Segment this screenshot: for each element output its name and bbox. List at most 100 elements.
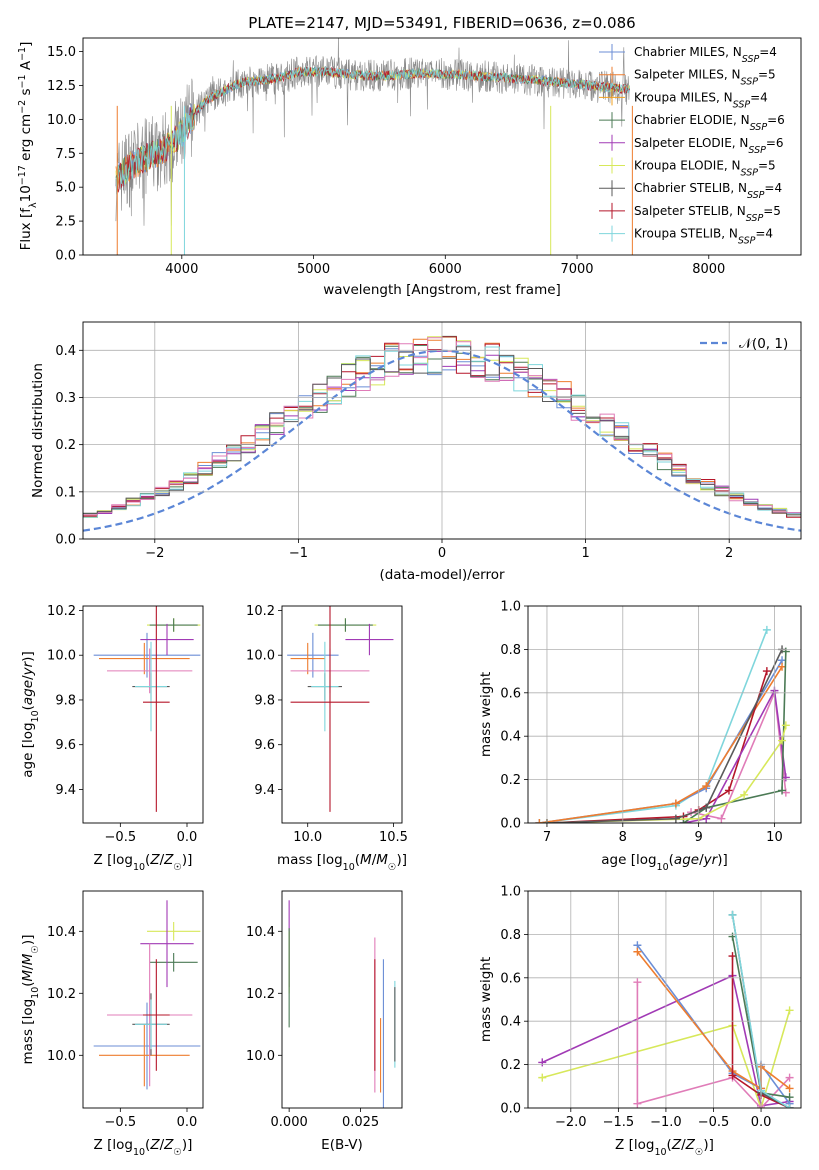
weight_vs_age-marker-7-3 bbox=[778, 736, 787, 745]
age_vs_Z-xlabel: Z [log10(Z/Z☉)] bbox=[94, 852, 193, 873]
weight_vs_age-series-chabrier-elodie bbox=[683, 651, 787, 823]
spectrum-xlabel: wavelength [Angstrom, rest frame] bbox=[323, 282, 561, 298]
mass_vs_ebv-ytick-label-0: 10.0 bbox=[246, 1049, 275, 1064]
legend-label-kroupa-elodie: Kroupa ELODIE, NSSP=5 bbox=[634, 159, 776, 179]
spectrum-xtick-label-0: 4000 bbox=[165, 262, 198, 277]
weight_vs_Z-marker-2-0 bbox=[633, 978, 642, 987]
spectrum-ytick-label-0: 0.0 bbox=[55, 249, 76, 264]
model-spectrum-kroupa-stelib bbox=[115, 66, 631, 195]
weight_vs_Z-marker-4-0 bbox=[633, 947, 642, 956]
age_vs_mass-ytick-label-2: 9.8 bbox=[254, 693, 275, 708]
mass_vs_ebv-xtick-label-0: 0.000 bbox=[271, 1115, 308, 1130]
age_vs_Z-axes: −0.5 0.0 9.4 9.6 9.8 10.0 10.2 Z [log10(Z/Z☉)] a… bbox=[20, 604, 204, 873]
age_vs_mass-xlabel: mass [log10(M/M☉)] bbox=[277, 852, 407, 873]
weight_vs_Z-marker-8-0 bbox=[728, 910, 737, 919]
weight_vs_age-ytick-label-2: 0.4 bbox=[500, 730, 521, 745]
weight_vs_age-marker-6-2 bbox=[778, 786, 787, 795]
weight_vs_age-ytick-label-0: 0.0 bbox=[500, 817, 521, 832]
weight_vs_Z-axes: −2.0 −1.5 −1.0 −0.5 0.0 0.0 0.2 0.4 0.6 0.8 1.0 Z [… bbox=[478, 885, 802, 1158]
weight_vs_Z-marker-1-0 bbox=[538, 1073, 547, 1082]
weight_vs_age-marker-3-4 bbox=[762, 667, 771, 676]
weight_vs_age-ytick-label-1: 0.2 bbox=[500, 773, 521, 788]
weight_vs_age-xtick-label-2: 9 bbox=[694, 830, 702, 845]
spectrum-plot-area bbox=[115, 38, 633, 255]
weight_vs_age-series-chabrier-stelib bbox=[546, 649, 783, 823]
age_vs_Z-xtick-label-1: 0.0 bbox=[177, 830, 198, 845]
mass_vs_Z-ylabel: mass [log10(M/M☉)] bbox=[20, 935, 41, 1065]
weight_vs_age-marker-0-3 bbox=[762, 625, 771, 634]
weight_vs_Z-series-salpeter-stelib bbox=[731, 956, 790, 1108]
weight_vs_age-ytick-label-5: 1.0 bbox=[500, 600, 521, 615]
mass-vs-ebv-xlabel: E(B-V) bbox=[321, 1137, 363, 1153]
age_vs_mass-ytick-label-1: 9.6 bbox=[254, 738, 275, 753]
age_vs_mass-ytick-label-4: 10.2 bbox=[246, 604, 275, 619]
legend-label-salpeter-miles: Salpeter MILES, NSSP=5 bbox=[634, 68, 776, 88]
spectrum-xtick-label-4: 8000 bbox=[692, 262, 725, 277]
spectrum-xtick-label-3: 7000 bbox=[560, 262, 593, 277]
legend-label-salpeter-elodie: Salpeter ELODIE, NSSP=6 bbox=[634, 136, 784, 156]
legend-label-chabrier-elodie: Chabrier ELODIE, NSSP=6 bbox=[634, 113, 785, 133]
figure-title: PLATE=2147, MJD=53491, FIBERID=0636, z=0… bbox=[248, 14, 635, 32]
weight_vs_age-marker-7-2 bbox=[740, 790, 749, 799]
residuals-xtick-label-4: 2 bbox=[725, 546, 733, 561]
residuals-xtick-label-2: 0 bbox=[438, 546, 446, 561]
weight_vs_age-marker-7-4 bbox=[781, 721, 790, 730]
spectrum-frame bbox=[82, 37, 802, 256]
weight_vs_Z-marker-0-0 bbox=[538, 1058, 547, 1067]
legend-label-salpeter-stelib: Salpeter STELIB, NSSP=5 bbox=[634, 204, 781, 224]
mass_vs_Z-ytick-label-1: 10.2 bbox=[47, 987, 76, 1002]
weight_vs_age-marker-2-1 bbox=[671, 799, 680, 808]
mass_vs_Z-plot-area bbox=[93, 900, 201, 1090]
age_vs_Z-plot-area bbox=[93, 606, 201, 812]
mass_vs_ebv-plot-area bbox=[288, 900, 396, 1108]
weight_vs_Z-xlabel: Z [log10(Z/Z☉)] bbox=[615, 1137, 714, 1158]
weight_vs_age-marker-2-0 bbox=[535, 819, 544, 823]
weight_vs_Z-marker-2-1 bbox=[633, 1099, 642, 1108]
spectrum-xtick-label-2: 6000 bbox=[429, 262, 462, 277]
mass_vs_ebv-ytick-label-2: 10.4 bbox=[246, 925, 275, 940]
spectrum-ytick-label-1: 2.5 bbox=[55, 215, 76, 230]
weight_vs_Z-xtick-label-0: −2.0 bbox=[555, 1115, 587, 1130]
age_vs_mass-ytick-label-3: 10.0 bbox=[246, 649, 275, 664]
mass_vs_Z-frame bbox=[82, 890, 204, 1109]
weight_vs_age-marker-3-3 bbox=[724, 786, 733, 795]
spectrum-ytick-label-3: 7.5 bbox=[55, 147, 76, 162]
mass_vs_Z-xtick-label-0: −0.5 bbox=[105, 1115, 137, 1130]
mass_vs_ebv-xtick-label-1: 0.025 bbox=[342, 1115, 379, 1130]
weight_vs_age-series-salpeter-elodie bbox=[683, 688, 787, 823]
residuals-xtick-label-0: −2 bbox=[145, 546, 164, 561]
weight_vs_age-marker-8-1 bbox=[671, 814, 680, 823]
legend-label-chabrier-miles: Chabrier MILES, NSSP=4 bbox=[634, 45, 777, 65]
age_vs_mass-xtick-label-0: 10.0 bbox=[293, 830, 322, 845]
weight_vs_Z-ytick-label-4: 0.8 bbox=[500, 928, 521, 943]
age_vs_Z-ylabel: age [log10(age/yr)] bbox=[20, 651, 41, 777]
weight_vs_Z-ytick-label-2: 0.4 bbox=[500, 1015, 521, 1030]
residuals-ytick-label-1: 0.1 bbox=[55, 485, 76, 500]
age_vs_mass-frame bbox=[281, 605, 403, 824]
age_vs_Z-ytick-label-1: 9.6 bbox=[55, 738, 76, 753]
weight_vs_Z-xtick-label-1: −1.5 bbox=[603, 1115, 635, 1130]
weight_vs_age-marker-5-1 bbox=[702, 814, 711, 823]
residuals-xtick-label-1: −1 bbox=[289, 546, 308, 561]
weight_vs_Z-marker-2-4 bbox=[785, 1073, 794, 1082]
weight_vs_age-ylabel: mass weight bbox=[478, 672, 494, 757]
spectrum-xtick-label-1: 5000 bbox=[297, 262, 330, 277]
weight_vs_age-marker-5-3 bbox=[781, 773, 790, 782]
spectrum-legend: Chabrier MILES, NSSP=4 Salpeter MILES, NS… bbox=[599, 44, 785, 246]
age_vs_Z-ytick-label-2: 9.8 bbox=[55, 693, 76, 708]
residuals-frame bbox=[82, 321, 802, 540]
weight_vs_Z-xtick-label-3: −0.5 bbox=[698, 1115, 730, 1130]
age_vs_Z-ytick-label-3: 10.0 bbox=[47, 649, 76, 664]
spectrum-ylabel: Flux [fλ10−17 erg cm−2 s−1 A−1] bbox=[17, 42, 39, 251]
mass_vs_ebv-ytick-label-1: 10.2 bbox=[246, 987, 275, 1002]
weight_vs_Z-ytick-label-5: 1.0 bbox=[500, 885, 521, 900]
residuals-ytick-label-3: 0.3 bbox=[55, 391, 76, 406]
observed-spectrum-line bbox=[115, 38, 630, 226]
legend-label-normal: 𝒩(0, 1) bbox=[739, 336, 788, 352]
spectrum-ytick-label-5: 12.5 bbox=[47, 79, 76, 94]
spectrum-ytick-label-4: 10.0 bbox=[47, 113, 76, 128]
weight_vs_age-marker-4-1 bbox=[717, 814, 726, 823]
residuals-ytick-label-4: 0.4 bbox=[55, 344, 76, 359]
weight_vs_age-marker-8-2 bbox=[702, 803, 711, 812]
